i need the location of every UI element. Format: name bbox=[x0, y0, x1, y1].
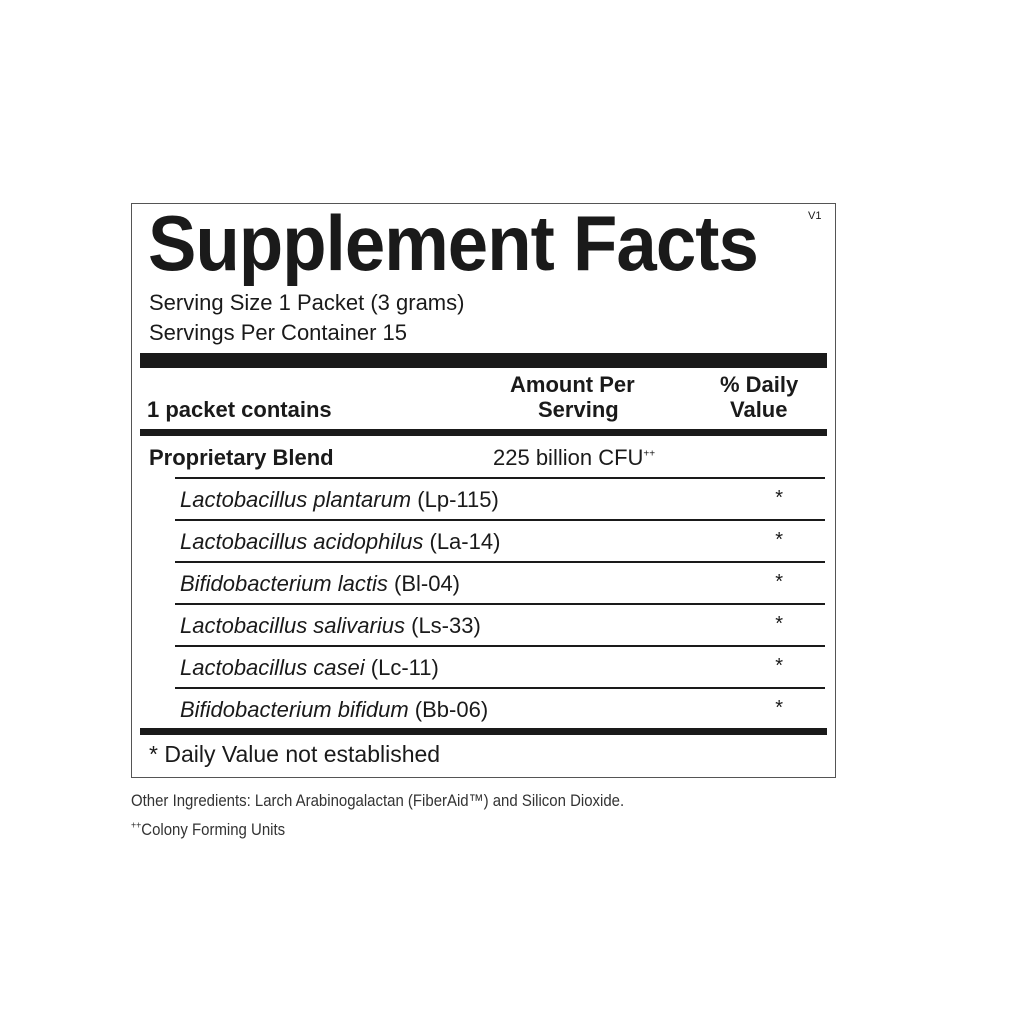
thick-divider bbox=[140, 353, 827, 368]
species: Lactobacillus casei bbox=[180, 655, 365, 680]
daily-value: * bbox=[775, 655, 783, 677]
strain: (Bb-06) bbox=[414, 697, 489, 722]
ingredient-row: Lactobacillus acidophilus (La-14) * bbox=[175, 521, 825, 563]
ingredient-row: Bifidobacterium lactis (Bl-04) * bbox=[175, 563, 825, 605]
header-dv-2: Value bbox=[730, 397, 788, 422]
row-divider bbox=[175, 477, 825, 479]
servings-per-container: Servings Per Container 15 bbox=[149, 320, 408, 345]
blend-amount-value: 225 billion CFU bbox=[493, 445, 644, 470]
version-label: V1 bbox=[808, 210, 822, 222]
species: Bifidobacterium bifidum bbox=[180, 697, 409, 722]
header-amount-1: Amount Per bbox=[510, 372, 635, 397]
cfu-note: ++Colony Forming Units bbox=[131, 820, 285, 840]
ingredient-name: Lactobacillus casei (Lc-11) bbox=[180, 655, 439, 681]
ingredient-name: Lactobacillus salivarius (Ls-33) bbox=[180, 613, 481, 639]
species: Lactobacillus salivarius bbox=[180, 613, 405, 638]
serving-size: Serving Size 1 Packet (3 grams) bbox=[149, 290, 465, 315]
strain: (Lp-115) bbox=[417, 487, 499, 512]
panel-title: Supplement Facts bbox=[148, 199, 759, 287]
ingredient-name: Lactobacillus plantarum (Lp-115) bbox=[180, 487, 499, 513]
species: Lactobacillus plantarum bbox=[180, 487, 412, 512]
supplement-facts-panel bbox=[131, 203, 836, 778]
strain: (La-14) bbox=[429, 529, 501, 554]
header-amount-2: Serving bbox=[538, 397, 619, 422]
header-divider bbox=[140, 429, 827, 436]
daily-value: * bbox=[775, 697, 783, 719]
species: Bifidobacterium lactis bbox=[180, 571, 388, 596]
bottom-divider bbox=[140, 728, 827, 735]
strain: (Ls-33) bbox=[411, 613, 481, 638]
header-contains: 1 packet contains bbox=[147, 397, 332, 422]
daily-value: * bbox=[775, 613, 783, 635]
ingredient-row: Lactobacillus casei (Lc-11) * bbox=[175, 647, 825, 689]
ingredient-row: Lactobacillus plantarum (Lp-115) * bbox=[175, 479, 825, 521]
cfu-note-text: Colony Forming Units bbox=[141, 820, 286, 839]
other-ingredients: Other Ingredients: Larch Arabinogalactan… bbox=[131, 791, 625, 810]
ingredient-name: Bifidobacterium bifidum (Bb-06) bbox=[180, 697, 488, 723]
dv-note: * Daily Value not established bbox=[149, 741, 441, 767]
header-dv-1: % Daily bbox=[720, 372, 799, 397]
blend-name: Proprietary Blend bbox=[149, 445, 334, 470]
ingredient-name: Bifidobacterium lactis (Bl-04) bbox=[180, 571, 460, 597]
species: Lactobacillus acidophilus bbox=[180, 529, 424, 554]
strain: (Lc-11) bbox=[370, 655, 439, 680]
ingredient-row: Bifidobacterium bifidum (Bb-06) * bbox=[175, 689, 825, 731]
daily-value: * bbox=[775, 529, 783, 551]
blend-amount-sup: ++ bbox=[643, 448, 656, 460]
cfu-note-sup: ++ bbox=[131, 820, 142, 832]
blend-amount: 225 billion CFU++ bbox=[493, 445, 655, 471]
daily-value: * bbox=[775, 487, 783, 509]
ingredient-name: Lactobacillus acidophilus (La-14) bbox=[180, 529, 500, 555]
ingredient-row: Lactobacillus salivarius (Ls-33) * bbox=[175, 605, 825, 647]
strain: (Bl-04) bbox=[394, 571, 461, 596]
daily-value: * bbox=[775, 571, 783, 593]
